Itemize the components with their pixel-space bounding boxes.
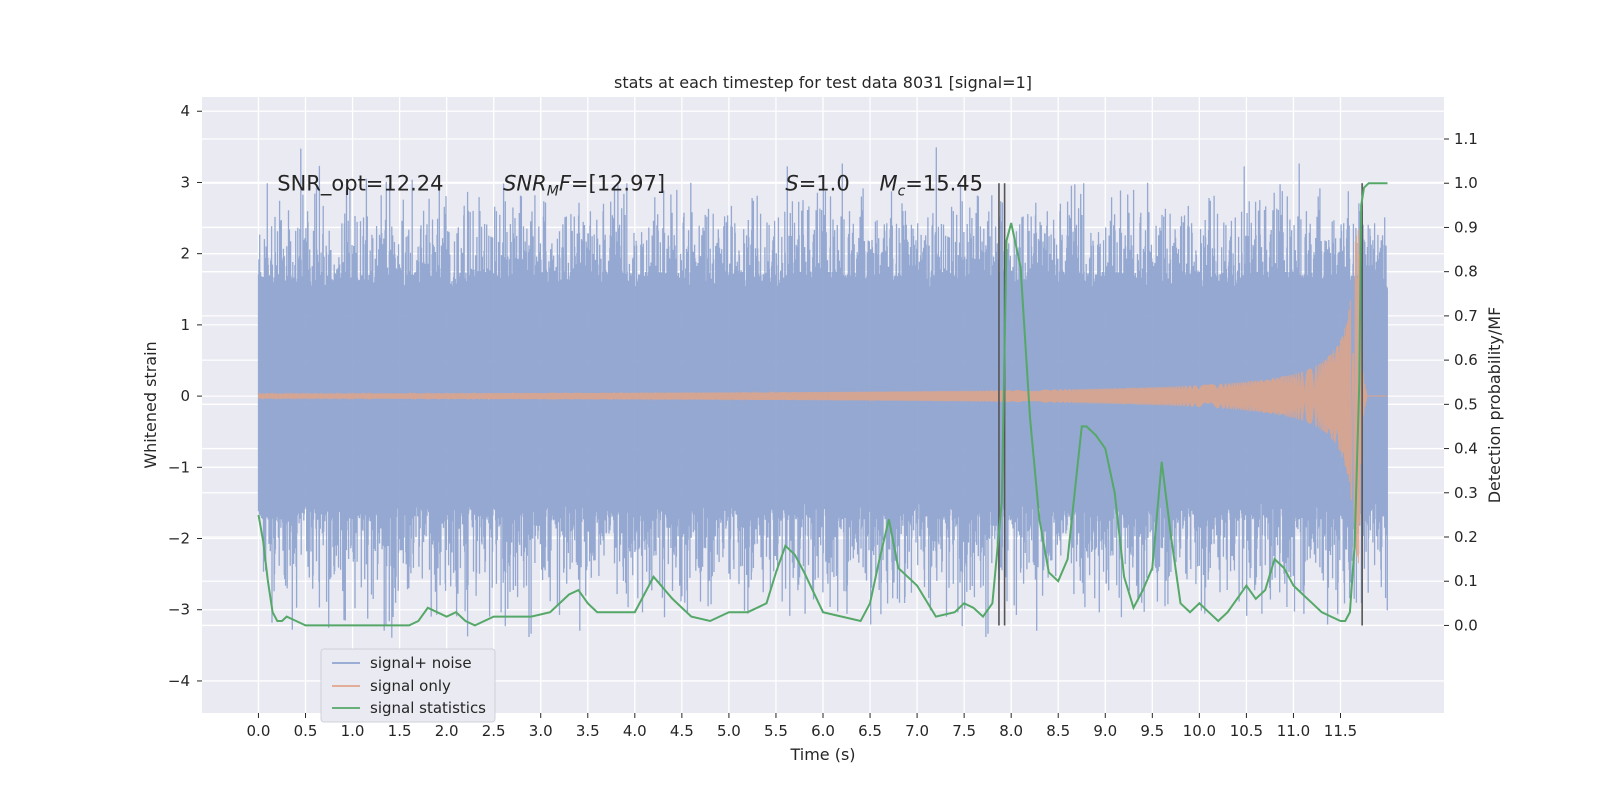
series-signal-statistics — [257, 182, 1388, 627]
y2-tick-label: 1.0 — [1454, 174, 1478, 192]
x-tick-label: 11.5 — [1324, 722, 1357, 740]
y2-tick-label: 0.1 — [1454, 572, 1478, 590]
annotation-3: Mc=15.45 — [879, 171, 983, 199]
series-signal-only — [257, 228, 1388, 564]
x-axis-label: Time (s) — [789, 745, 855, 764]
y-tick-label: −3 — [168, 601, 190, 619]
x-tick-label: 8.5 — [1046, 722, 1070, 740]
legend-stats-label: signal statistics — [370, 699, 486, 717]
x-tick-label: 10.5 — [1230, 722, 1263, 740]
x-tick-label: 7.5 — [952, 722, 976, 740]
y-tick-label: 4 — [180, 102, 190, 120]
chart-title: stats at each timestep for test data 803… — [614, 73, 1032, 92]
x-tick-label: 2.5 — [482, 722, 506, 740]
y2-tick-label: 0.9 — [1454, 218, 1478, 236]
y2-tick-label: 0.8 — [1454, 263, 1478, 281]
x-tick-label: 10.0 — [1183, 722, 1216, 740]
y2-tick-label: 0.3 — [1454, 484, 1478, 502]
x-tick-label: 6.0 — [811, 722, 835, 740]
y-tick-label: 0 — [180, 387, 190, 405]
x-tick-label: 1.0 — [341, 722, 365, 740]
y2-tick-label: 0.0 — [1454, 616, 1478, 634]
x-tick-label: 3.0 — [529, 722, 553, 740]
legend-signal-label: signal only — [370, 677, 451, 695]
y2-tick-label: 0.2 — [1454, 528, 1478, 546]
legend-box — [320, 648, 496, 723]
y-tick-label: 1 — [180, 316, 190, 334]
y-axis-label: Whitened strain — [141, 341, 160, 468]
annotation-0: SNR_opt=12.24 — [277, 171, 443, 196]
x-tick-label: 9.5 — [1140, 722, 1164, 740]
x-tick-label: 4.0 — [623, 722, 647, 740]
y2-axis-label: Detection probability/MF — [1485, 307, 1504, 504]
x-tick-label: 0.5 — [294, 722, 318, 740]
annotation-2: S=1.0 — [785, 171, 849, 195]
legend-noise-label: signal+ noise — [370, 654, 472, 672]
y2-tick-label: 0.7 — [1454, 307, 1478, 325]
y-tick-label: 3 — [180, 173, 190, 191]
x-tick-label: 2.0 — [435, 722, 459, 740]
y-tick-label: 2 — [180, 245, 190, 263]
y-tick-label: −4 — [168, 672, 190, 690]
x-tick-label: 1.5 — [388, 722, 412, 740]
x-tick-label: 0.0 — [247, 722, 271, 740]
x-tick-label: 7.0 — [905, 722, 929, 740]
y2-tick-label: 1.1 — [1454, 130, 1478, 148]
y-tick-label: −2 — [168, 530, 190, 548]
x-tick-label: 9.0 — [1093, 722, 1117, 740]
y2-tick-label: 0.6 — [1454, 351, 1478, 369]
y2-tick-label: 0.5 — [1454, 395, 1478, 413]
x-tick-label: 8.0 — [999, 722, 1023, 740]
y2-tick-label: 0.4 — [1454, 440, 1478, 458]
x-tick-label: 3.5 — [576, 722, 600, 740]
x-tick-label: 5.5 — [764, 722, 788, 740]
legend: signal+ noise signal only signal statist… — [320, 648, 496, 723]
x-tick-label: 4.5 — [670, 722, 694, 740]
y-tick-label: −1 — [168, 458, 190, 476]
annotation-1: SNRMF=[12.97] — [503, 171, 665, 199]
x-tick-label: 6.5 — [858, 722, 882, 740]
x-tick-label: 5.0 — [717, 722, 741, 740]
x-tick-label: 11.0 — [1277, 722, 1310, 740]
